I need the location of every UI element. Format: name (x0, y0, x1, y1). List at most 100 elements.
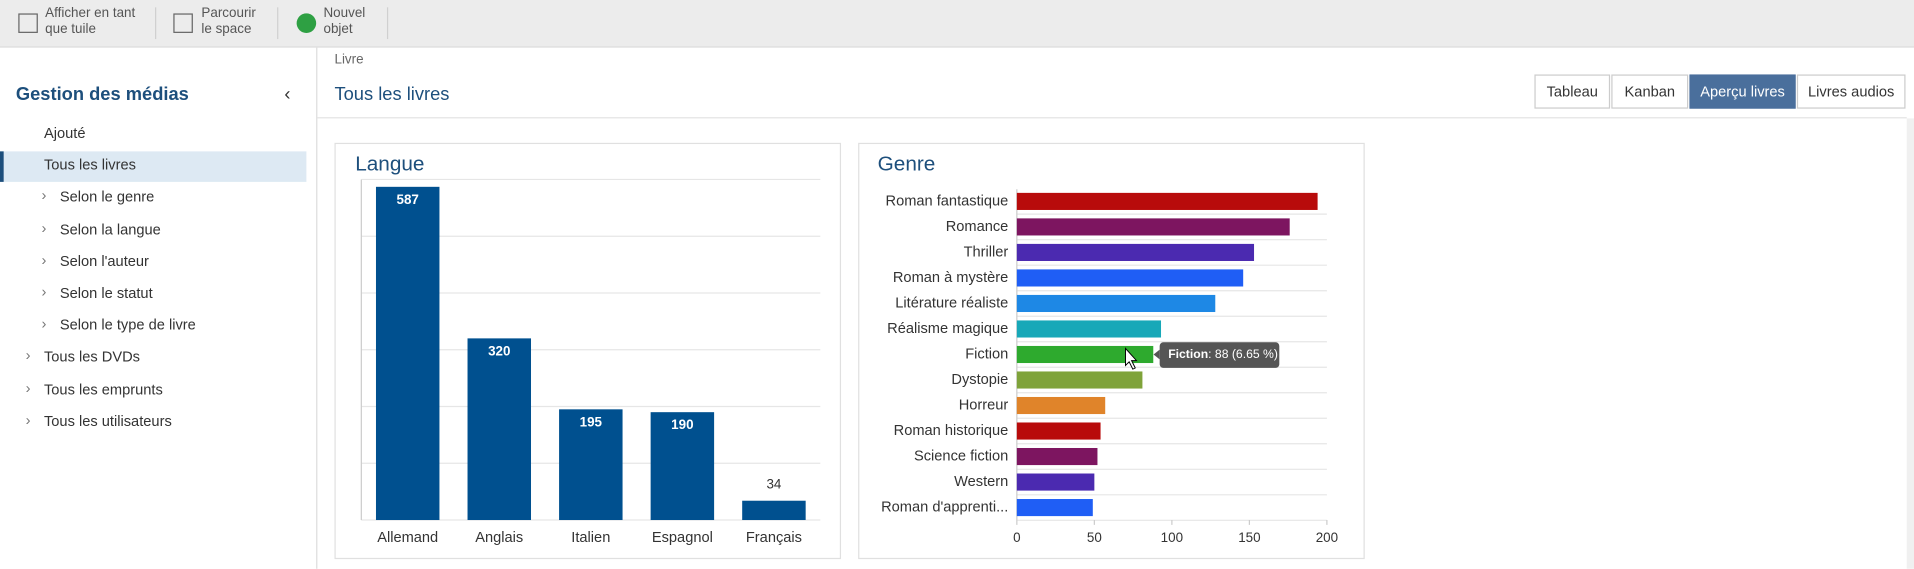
collapse-button[interactable]: ‹ (284, 84, 291, 105)
nav-item[interactable]: Selon le type de livre (59, 316, 196, 334)
data-label: 587 (397, 192, 419, 207)
x-tick-label: 150 (1238, 530, 1260, 545)
x-tick-label: Français (746, 530, 802, 546)
toolbar-icon (18, 13, 38, 33)
bar (1016, 192, 1318, 210)
data-label: 190 (671, 417, 693, 432)
expand-icon[interactable]: › (41, 283, 47, 301)
nav-item[interactable]: Selon l'auteur (59, 252, 149, 270)
cursor (1124, 347, 1138, 370)
x-tick-label: 50 (1087, 530, 1102, 545)
bar (1016, 345, 1154, 364)
x-tick-label: Italien (571, 530, 610, 546)
x-tick-label: 0 (1013, 530, 1020, 545)
chart-title: Langue (355, 152, 424, 175)
x-tick-label: Espagnol (652, 530, 713, 546)
y-tick-label: Fiction (965, 346, 1008, 362)
bar (1016, 243, 1255, 261)
sidebar (0, 47, 318, 569)
bar (1016, 371, 1143, 389)
x-tick-label: 200 (1316, 530, 1338, 545)
toolbar-label: Nouvel (323, 6, 366, 21)
tooltip: Fiction: 88 (6.65 %) (1153, 342, 1280, 368)
x-tick-label: Allemand (377, 530, 438, 546)
expand-icon[interactable]: › (25, 379, 31, 397)
tooltip-arrow (1153, 349, 1160, 360)
data-label: 320 (488, 343, 510, 358)
y-tick-label: Litérature réaliste (895, 295, 1008, 311)
bar (1016, 447, 1098, 466)
y-tick-label: Horreur (959, 397, 1009, 413)
nav-item[interactable]: Tous les utilisateurs (43, 412, 172, 430)
bar (375, 186, 440, 521)
page-title: Tous les livres (334, 84, 450, 105)
nav-item[interactable]: Selon la langue (59, 220, 161, 238)
x-tick-label: 100 (1161, 530, 1183, 545)
toolbar-label: Afficher en tant (45, 6, 136, 21)
scrollbar (1906, 118, 1914, 569)
y-tick-label: Roman d'apprenti... (881, 499, 1008, 515)
bar (559, 409, 623, 521)
bar (742, 500, 806, 521)
bar (1016, 269, 1244, 287)
toolbar-label: que tuile (45, 21, 96, 37)
bar (1016, 473, 1095, 491)
tooltip-box (1159, 342, 1280, 368)
expand-icon[interactable]: › (25, 347, 31, 365)
expand-icon[interactable]: › (41, 315, 47, 333)
nav-item[interactable]: Selon le genre (59, 188, 155, 206)
nav-item[interactable]: Tous les emprunts (43, 380, 163, 398)
breadcrumb: Livre (334, 52, 364, 68)
tooltip-category: Fiction (1168, 347, 1208, 361)
nav-item[interactable]: Tous les livres (43, 156, 136, 174)
bar (650, 412, 715, 521)
tab[interactable]: Tableau (1534, 74, 1611, 109)
bar (1016, 499, 1093, 517)
data-label: 34 (766, 476, 781, 491)
y-tick-label: Thriller (964, 244, 1009, 260)
tab[interactable]: Kanban (1611, 74, 1689, 109)
x-tick-label: Anglais (475, 530, 523, 546)
nav-item[interactable]: Ajouté (43, 124, 86, 142)
toolbar-label: le space (201, 21, 252, 37)
bar (1016, 396, 1106, 415)
toolbar-separator (386, 7, 389, 40)
toolbar-icon (173, 13, 193, 33)
toolbar-separator (155, 7, 157, 40)
y-tick-label: Science fiction (914, 448, 1008, 464)
nav-item[interactable]: Tous les DVDs (43, 348, 141, 366)
toolbar-icon (296, 13, 317, 33)
sidebar-title: Gestion des médias (15, 84, 189, 105)
chart-title: Genre (878, 152, 936, 175)
bar (1016, 320, 1162, 338)
y-tick-label: Roman historique (894, 423, 1009, 439)
header-divider (317, 117, 1907, 119)
bar (1016, 422, 1101, 440)
tooltip-text: Fiction: 88 (6.65 %) (1168, 347, 1278, 361)
y-tick-label: Western (954, 474, 1008, 490)
nav-item[interactable]: Selon le statut (59, 284, 153, 302)
y-tick-label: Romance (946, 219, 1009, 235)
selected-row (0, 151, 307, 183)
tab[interactable]: Aperçu livres (1689, 74, 1796, 109)
toolbar-label: objet (323, 21, 353, 37)
y-tick-label: Dystopie (951, 372, 1008, 388)
toolbar-separator (277, 7, 279, 40)
y-tick-label: Réalisme magique (887, 321, 1008, 337)
toolbar (0, 0, 1914, 48)
tooltip-detail: : 88 (6.65 %) (1208, 347, 1278, 361)
chart-panel (858, 142, 1365, 560)
expand-icon[interactable]: › (41, 251, 47, 269)
toolbar-label: Parcourir (201, 6, 256, 21)
expand-icon[interactable]: › (25, 411, 31, 429)
expand-icon[interactable]: › (41, 187, 47, 205)
y-tick-label: Roman fantastique (886, 193, 1009, 209)
bar (467, 338, 532, 521)
selected-marker (0, 151, 4, 183)
chart-panel (334, 142, 842, 560)
expand-icon[interactable]: › (41, 219, 47, 237)
tab[interactable]: Livres audios (1796, 74, 1906, 109)
bar (1016, 218, 1290, 236)
